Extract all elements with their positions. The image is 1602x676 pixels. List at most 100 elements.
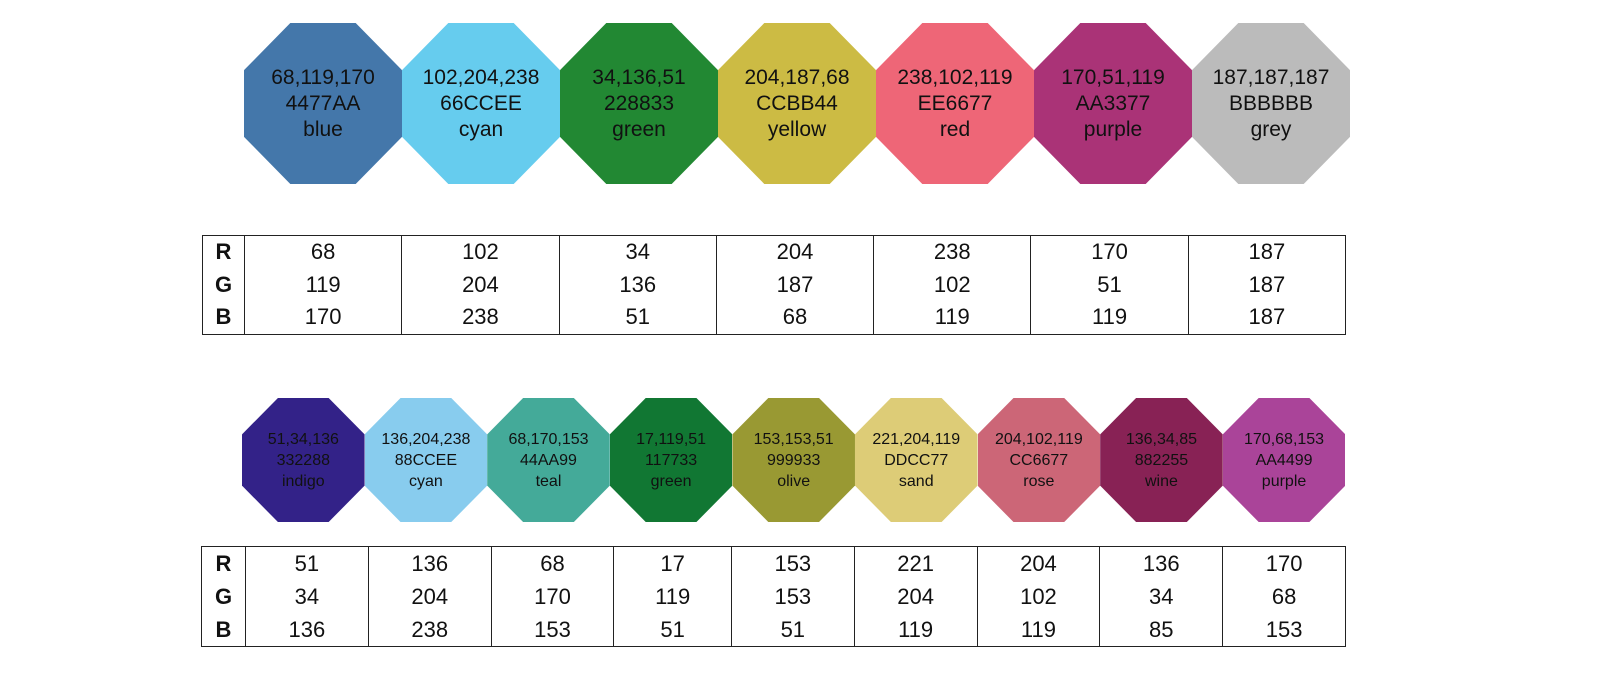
- swatch-hex: 332288: [276, 451, 330, 469]
- swatch-hex: CCBB44: [756, 91, 838, 115]
- swatch-grey: 187,187,187 BBBBBB grey: [1192, 23, 1350, 184]
- table-cell: 68: [715, 301, 875, 335]
- swatch-rgb: 170,51,119: [1061, 65, 1165, 89]
- table-cell: 187: [1187, 235, 1347, 269]
- swatch-green: 17,119,51 117733 green: [609, 398, 733, 522]
- table-cell: 153: [490, 613, 615, 647]
- swatch-hex: 999933: [766, 451, 821, 469]
- swatch-cyan: 136,204,238 88CCEE cyan: [364, 398, 488, 522]
- swatch-rgb: 51,34,136: [267, 430, 339, 448]
- row-label: B: [202, 301, 245, 335]
- swatch-cyan: 102,204,238 66CCEE cyan: [402, 23, 560, 184]
- swatch-hex: AA3377: [1075, 91, 1151, 115]
- bright-palette-swatches: 68,119,170 4477AA blue 102,204,238 66CCE…: [244, 23, 1350, 184]
- swatch-rgb: 153,153,51: [753, 430, 834, 448]
- swatch-hex: CC6677: [1009, 451, 1069, 469]
- table-cell: 136: [245, 613, 369, 647]
- swatch-rgb: 238,102,119: [897, 65, 1013, 89]
- swatch-name: indigo: [281, 472, 325, 490]
- table-cell: 204: [853, 580, 978, 613]
- table-cell: 17: [613, 546, 732, 580]
- table-cell: 68: [1222, 580, 1346, 613]
- table-cell: 34: [558, 235, 717, 269]
- table-cell: 187: [1187, 301, 1347, 335]
- table-cell: 102: [873, 268, 1032, 301]
- swatch-purple: 170,68,153 AA4499 purple: [1222, 398, 1346, 522]
- table-cell: 119: [1030, 301, 1189, 335]
- swatch-name: cyan: [458, 117, 504, 141]
- row-label: B: [201, 613, 246, 647]
- table-cell: 102: [976, 580, 1101, 613]
- swatch-hex: AA4499: [1255, 451, 1313, 469]
- swatch-name: grey: [1250, 117, 1292, 141]
- table-row-b: B 170 238 51 68 119 119 187: [202, 301, 1347, 335]
- swatch-rgb: 17,119,51: [636, 430, 707, 448]
- swatch-yellow: 204,187,68 CCBB44 yellow: [718, 23, 876, 184]
- table-cell: 153: [730, 546, 855, 580]
- swatch-name: cyan: [408, 472, 443, 490]
- table-cell: 136: [1099, 546, 1224, 580]
- table-cell: 187: [715, 268, 875, 301]
- table-cell: 68: [490, 546, 615, 580]
- swatch-hex: 4477AA: [285, 91, 361, 115]
- swatch-rgb: 221,204,119: [872, 430, 961, 448]
- table-cell: 204: [367, 580, 492, 613]
- table-cell: 170: [490, 580, 615, 613]
- swatch-red: 238,102,119 EE6677 red: [876, 23, 1034, 184]
- swatch-rgb: 204,187,68: [744, 65, 850, 89]
- swatch-rgb: 102,204,238: [422, 65, 540, 89]
- table-cell: 170: [243, 301, 403, 335]
- swatch-rgb: 187,187,187: [1212, 65, 1330, 89]
- table-row-g: G 34 204 170 119 153 204 102 34 68: [201, 580, 1346, 613]
- swatch-name: wine: [1145, 472, 1178, 490]
- swatch-name: purple: [1261, 472, 1307, 490]
- swatch-hex: BBBBBB: [1228, 91, 1314, 115]
- table-cell: 119: [613, 580, 732, 613]
- table-row-r: R 68 102 34 204 238 170 187: [202, 235, 1347, 269]
- table-cell: 170: [1222, 546, 1346, 580]
- table-cell: 204: [401, 268, 560, 301]
- table-cell: 119: [976, 613, 1101, 647]
- table-cell: 238: [873, 235, 1032, 269]
- swatch-hex: 228833: [603, 91, 675, 115]
- table-cell: 51: [245, 546, 369, 580]
- swatch-hex: EE6677: [917, 91, 993, 115]
- muted-palette-swatches: 51,34,136 332288 indigo 136,204,238 88CC…: [242, 398, 1346, 522]
- swatch-name: purple: [1083, 117, 1143, 141]
- swatch-rose: 204,102,119 CC6677 rose: [977, 398, 1101, 522]
- table-cell: 238: [367, 613, 492, 647]
- bright-rgb-table: R 68 102 34 204 238 170 187 G 119 204 13…: [202, 235, 1347, 335]
- swatch-name: teal: [535, 472, 562, 490]
- table-cell: 68: [243, 235, 403, 269]
- table-cell: 136: [558, 268, 717, 301]
- swatch-teal: 68,170,153 44AA99 teal: [487, 398, 610, 522]
- swatch-rgb: 136,204,238: [381, 430, 471, 448]
- row-label: R: [202, 235, 245, 269]
- table-cell: 204: [715, 235, 875, 269]
- table-cell: 119: [873, 301, 1032, 335]
- table-cell: 34: [245, 580, 369, 613]
- table-cell: 119: [243, 268, 403, 301]
- row-label: G: [202, 268, 245, 301]
- swatch-hex: DDCC77: [884, 451, 949, 469]
- swatch-name: rose: [1023, 472, 1055, 490]
- table-cell: 51: [730, 613, 855, 647]
- swatch-olive: 153,153,51 999933 olive: [732, 398, 855, 522]
- table-cell: 153: [730, 580, 855, 613]
- table-cell: 51: [558, 301, 717, 335]
- table-cell: 136: [367, 546, 492, 580]
- swatch-purple: 170,51,119 AA3377 purple: [1034, 23, 1192, 184]
- swatch-blue: 68,119,170 4477AA blue: [244, 23, 402, 184]
- table-cell: 51: [613, 613, 732, 647]
- swatch-hex: 44AA99: [520, 451, 577, 469]
- swatch-name: olive: [777, 472, 811, 490]
- swatch-hex: 88CCEE: [394, 451, 458, 469]
- swatch-indigo: 51,34,136 332288 indigo: [242, 398, 365, 522]
- table-row-b: B 136 238 153 51 51 119 119 85 153: [201, 613, 1346, 647]
- swatch-rgb: 204,102,119: [994, 430, 1083, 448]
- swatch-hex: 117733: [644, 451, 698, 469]
- table-cell: 221: [853, 546, 978, 580]
- table-row-g: G 119 204 136 187 102 51 187: [202, 268, 1347, 301]
- table-cell: 85: [1099, 613, 1224, 647]
- swatch-name: sand: [898, 472, 934, 490]
